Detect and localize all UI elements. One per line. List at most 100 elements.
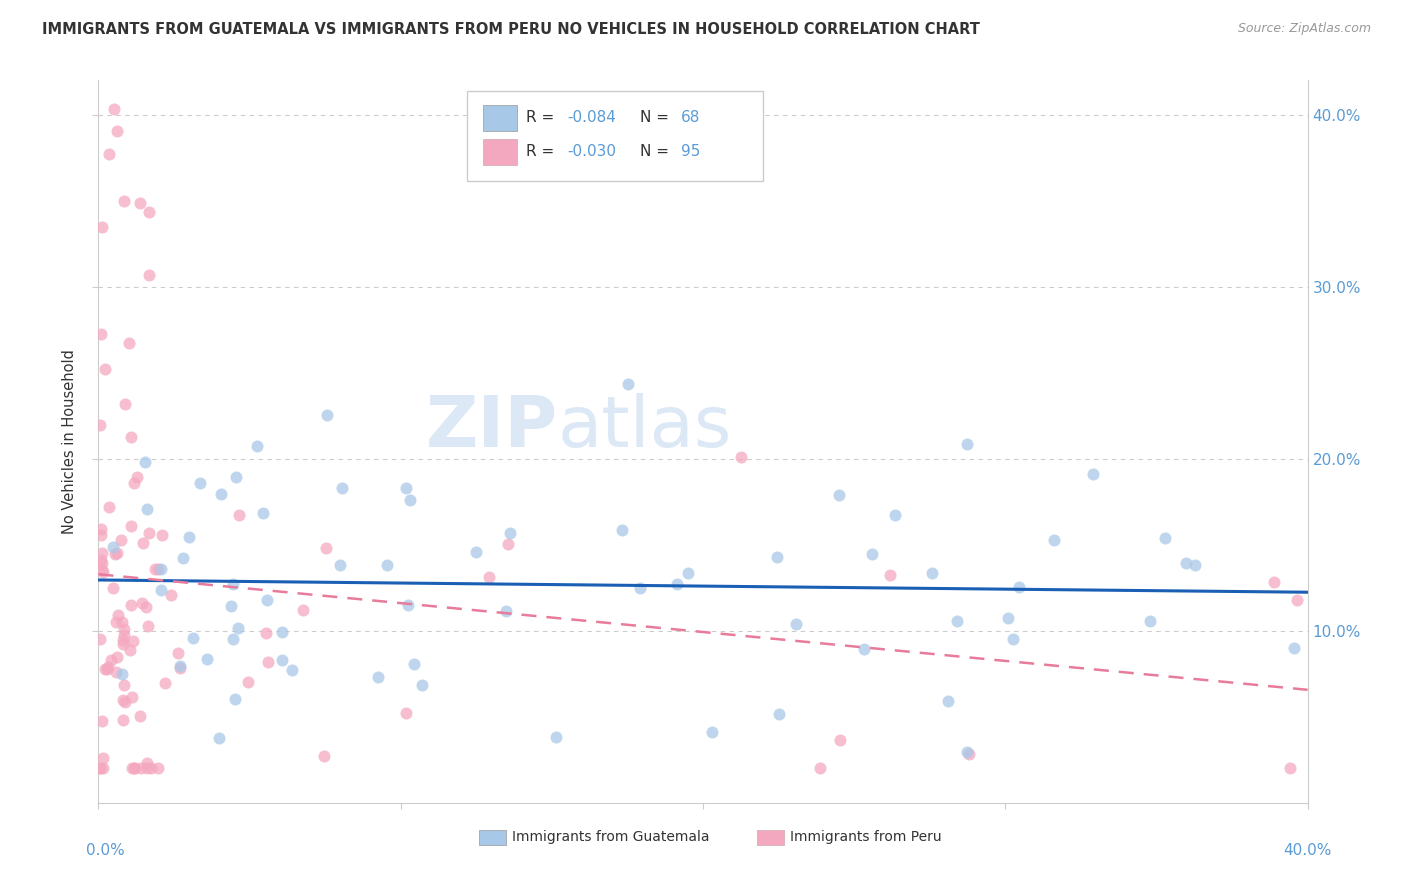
Point <box>271 625 294 640</box>
Point <box>256 592 278 607</box>
Point <box>860 547 883 561</box>
Point <box>149 562 172 576</box>
Point <box>830 732 852 747</box>
Point <box>236 675 259 690</box>
Point <box>997 611 1019 625</box>
Point <box>135 756 157 770</box>
Text: N =: N = <box>640 145 673 160</box>
Point <box>808 761 831 775</box>
Point <box>89 761 111 775</box>
Point <box>665 577 688 591</box>
Point <box>104 615 127 629</box>
Point <box>222 632 245 647</box>
Bar <box>482 105 517 131</box>
Point <box>495 605 517 619</box>
Point <box>399 492 422 507</box>
Point <box>134 455 156 469</box>
Point <box>1184 558 1206 572</box>
Point <box>1007 581 1029 595</box>
Point <box>90 528 112 542</box>
Point <box>136 502 159 516</box>
Text: R =: R = <box>526 145 560 160</box>
Point <box>138 525 160 540</box>
Point <box>128 196 150 211</box>
Text: Immigrants from Peru: Immigrants from Peru <box>790 830 942 845</box>
Point <box>828 488 851 502</box>
Point <box>291 603 314 617</box>
Point <box>120 643 142 657</box>
Point <box>465 545 488 559</box>
Point <box>129 709 152 723</box>
Point <box>330 482 353 496</box>
Point <box>138 268 160 283</box>
Point <box>246 440 269 454</box>
Point <box>252 506 274 520</box>
Point <box>110 533 132 547</box>
Point <box>91 556 114 570</box>
Point <box>90 326 112 341</box>
Point <box>270 653 292 667</box>
Point <box>1175 556 1198 570</box>
Point <box>256 655 278 669</box>
Point <box>111 666 134 681</box>
Bar <box>479 830 506 846</box>
Point <box>150 583 173 598</box>
Point <box>785 616 807 631</box>
Point <box>89 417 111 432</box>
Text: -0.030: -0.030 <box>568 145 617 160</box>
Point <box>1043 533 1066 547</box>
Point <box>1284 641 1306 656</box>
Point <box>768 707 790 722</box>
Text: 68: 68 <box>682 111 700 126</box>
Point <box>91 563 114 577</box>
Point <box>496 537 519 551</box>
Point <box>89 632 111 647</box>
Point <box>107 608 129 623</box>
Text: 40.0%: 40.0% <box>1284 843 1331 857</box>
Point <box>111 615 134 630</box>
Point <box>105 546 128 560</box>
Point <box>111 637 134 651</box>
Point <box>143 562 166 576</box>
Point <box>98 146 121 161</box>
Point <box>225 470 247 484</box>
Point <box>766 549 789 564</box>
Point <box>628 581 651 595</box>
Point <box>945 614 967 628</box>
Point <box>104 665 127 680</box>
Point <box>169 658 191 673</box>
Point <box>610 524 633 538</box>
Point <box>136 761 159 775</box>
Point <box>121 761 143 775</box>
Point <box>395 706 418 720</box>
Point <box>499 525 522 540</box>
Point <box>105 123 128 137</box>
Point <box>112 194 135 209</box>
Point <box>208 731 231 746</box>
Point <box>96 660 118 674</box>
Point <box>129 761 152 775</box>
Text: Source: ZipAtlas.com: Source: ZipAtlas.com <box>1237 22 1371 36</box>
Point <box>181 631 204 645</box>
Point <box>91 565 114 579</box>
Point <box>124 761 146 775</box>
Point <box>103 102 125 116</box>
Point <box>90 522 112 536</box>
Point <box>700 725 723 739</box>
Point <box>1001 632 1024 647</box>
Point <box>936 694 959 708</box>
Point <box>138 205 160 219</box>
Point <box>114 695 136 709</box>
Point <box>411 678 433 692</box>
Point <box>1139 615 1161 629</box>
Point <box>146 761 169 775</box>
Point <box>921 566 943 580</box>
Point <box>96 663 118 677</box>
Point <box>228 508 250 523</box>
Point <box>97 500 120 515</box>
Bar <box>482 139 517 165</box>
Point <box>209 486 232 500</box>
Point <box>121 430 143 444</box>
Point <box>177 530 200 544</box>
Point <box>107 649 129 664</box>
